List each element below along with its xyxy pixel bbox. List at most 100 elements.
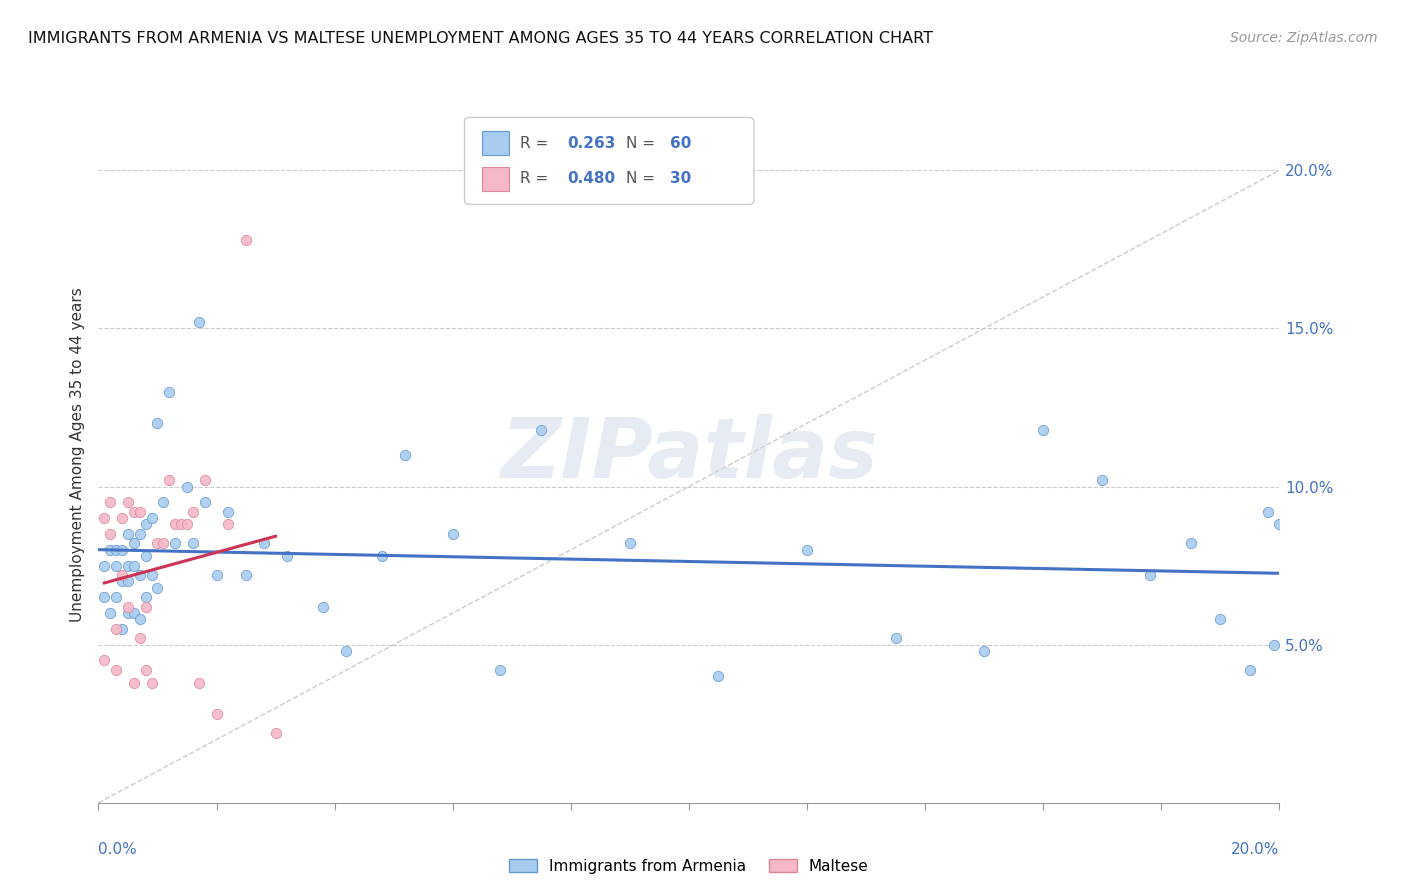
Point xyxy=(264,726,287,740)
Point xyxy=(146,581,169,595)
FancyBboxPatch shape xyxy=(481,167,509,191)
Point xyxy=(187,675,209,690)
Point xyxy=(135,663,157,677)
Point xyxy=(253,536,276,550)
Point xyxy=(117,606,139,620)
Point xyxy=(1263,638,1285,652)
Text: R =: R = xyxy=(520,136,554,151)
Point xyxy=(1139,568,1161,582)
Point xyxy=(128,527,150,541)
Point xyxy=(111,511,134,525)
Point xyxy=(235,568,257,582)
Point xyxy=(187,315,209,329)
Point xyxy=(165,517,187,532)
Point xyxy=(141,511,163,525)
Point xyxy=(146,417,169,431)
Point xyxy=(141,675,163,690)
Legend: Immigrants from Armenia, Maltese: Immigrants from Armenia, Maltese xyxy=(503,853,875,880)
Point xyxy=(111,568,134,582)
Text: 0.263: 0.263 xyxy=(568,136,616,151)
Point xyxy=(157,473,180,487)
Point xyxy=(122,505,145,519)
Point xyxy=(217,517,239,532)
Y-axis label: Unemployment Among Ages 35 to 44 years: Unemployment Among Ages 35 to 44 years xyxy=(70,287,86,623)
Text: N =: N = xyxy=(626,136,659,151)
Point xyxy=(152,495,174,509)
Point xyxy=(122,675,145,690)
Text: N =: N = xyxy=(626,171,659,186)
Point xyxy=(796,542,818,557)
Point xyxy=(128,632,150,646)
Point xyxy=(217,505,239,519)
Text: 0.480: 0.480 xyxy=(568,171,616,186)
Point xyxy=(93,653,115,667)
Point xyxy=(181,536,204,550)
Text: R =: R = xyxy=(520,171,554,186)
Point xyxy=(93,558,115,573)
Point xyxy=(276,549,298,563)
Point xyxy=(141,568,163,582)
Point xyxy=(157,384,180,399)
Point xyxy=(205,568,228,582)
Point xyxy=(111,622,134,636)
Point xyxy=(1268,517,1291,532)
Point xyxy=(1239,663,1261,677)
Point xyxy=(105,622,128,636)
Point xyxy=(135,599,157,614)
Text: IMMIGRANTS FROM ARMENIA VS MALTESE UNEMPLOYMENT AMONG AGES 35 TO 44 YEARS CORREL: IMMIGRANTS FROM ARMENIA VS MALTESE UNEMP… xyxy=(28,31,934,46)
Point xyxy=(105,591,128,605)
Point xyxy=(105,542,128,557)
Point xyxy=(973,644,995,658)
Point xyxy=(98,542,121,557)
Point xyxy=(117,599,139,614)
Point xyxy=(1180,536,1202,550)
Point xyxy=(1032,423,1054,437)
Point xyxy=(235,233,257,247)
Point xyxy=(128,568,150,582)
Point xyxy=(394,448,416,462)
Point xyxy=(135,549,157,563)
Text: ZIPatlas: ZIPatlas xyxy=(501,415,877,495)
Point xyxy=(135,517,157,532)
Point xyxy=(128,505,150,519)
Text: 20.0%: 20.0% xyxy=(1232,842,1279,856)
Text: Source: ZipAtlas.com: Source: ZipAtlas.com xyxy=(1230,31,1378,45)
Point xyxy=(530,423,553,437)
Point xyxy=(117,495,139,509)
Point xyxy=(335,644,357,658)
Point xyxy=(884,632,907,646)
Point xyxy=(122,606,145,620)
Point xyxy=(194,473,217,487)
Point xyxy=(117,558,139,573)
FancyBboxPatch shape xyxy=(464,118,754,204)
Point xyxy=(117,574,139,589)
Point xyxy=(181,505,204,519)
Point xyxy=(489,663,512,677)
Point xyxy=(619,536,641,550)
FancyBboxPatch shape xyxy=(481,131,509,155)
Point xyxy=(371,549,394,563)
Point xyxy=(312,599,335,614)
Point xyxy=(1091,473,1114,487)
Point xyxy=(146,536,169,550)
Point xyxy=(93,511,115,525)
Point xyxy=(135,591,157,605)
Point xyxy=(1257,505,1279,519)
Point xyxy=(98,527,121,541)
Point xyxy=(176,479,198,493)
Point xyxy=(441,527,464,541)
Point xyxy=(128,612,150,626)
Point xyxy=(122,536,145,550)
Point xyxy=(205,707,228,722)
Point xyxy=(176,517,198,532)
Point xyxy=(105,663,128,677)
Text: 30: 30 xyxy=(671,171,692,186)
Point xyxy=(98,606,121,620)
Point xyxy=(152,536,174,550)
Point xyxy=(1209,612,1232,626)
Point xyxy=(105,558,128,573)
Text: 60: 60 xyxy=(671,136,692,151)
Point xyxy=(98,495,121,509)
Point xyxy=(194,495,217,509)
Point xyxy=(170,517,193,532)
